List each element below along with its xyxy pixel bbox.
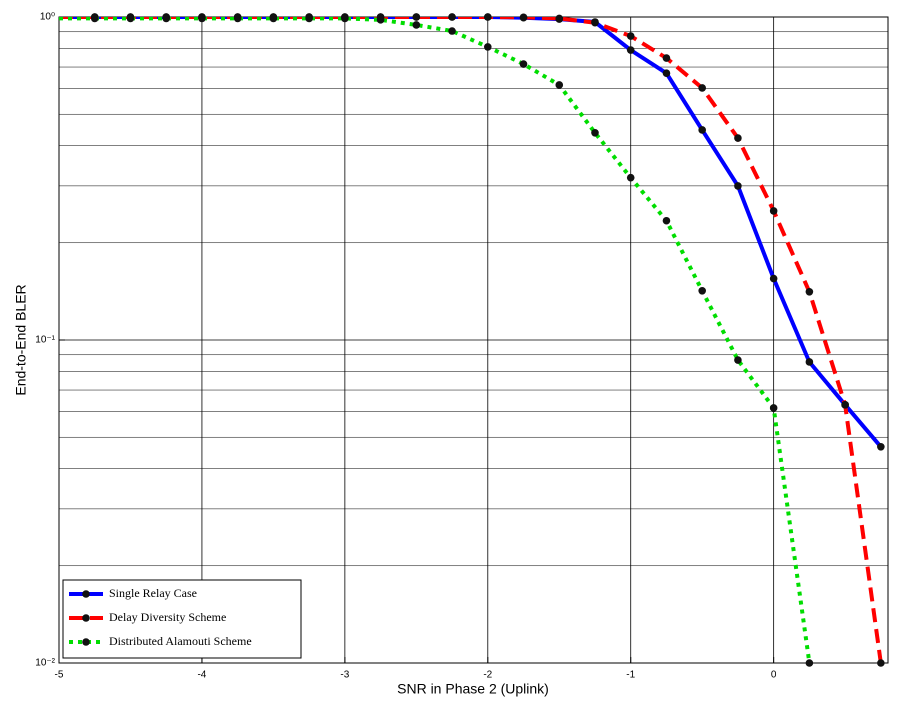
- marker: [90, 14, 99, 23]
- marker: [412, 13, 421, 21]
- x-axis-label: SNR in Phase 2 (Uplink): [397, 681, 549, 697]
- y-axis-label: End-to-End BLER: [13, 284, 29, 395]
- y-tick-label: 10⁻²: [35, 658, 55, 669]
- marker: [805, 358, 814, 366]
- marker: [769, 207, 778, 215]
- marker: [626, 32, 635, 40]
- marker: [841, 401, 849, 409]
- marker: [591, 129, 599, 137]
- marker: [305, 14, 313, 23]
- marker: [555, 14, 564, 23]
- marker: [662, 216, 671, 225]
- marker: [448, 13, 456, 21]
- marker: [626, 173, 635, 182]
- marker: [591, 18, 599, 27]
- series-line: [59, 17, 812, 663]
- legend-label: Distributed Alamouti Scheme: [109, 634, 252, 648]
- y-tick-label: 10⁰: [40, 12, 55, 23]
- marker: [555, 81, 564, 89]
- marker: [805, 659, 814, 667]
- y-tick-label: 10⁻¹: [35, 335, 55, 346]
- marker: [519, 13, 528, 22]
- x-tick-label: -5: [55, 670, 64, 681]
- marker: [769, 274, 778, 283]
- marker: [769, 404, 778, 412]
- marker: [376, 16, 385, 24]
- marker: [341, 14, 349, 23]
- marker: [734, 356, 742, 364]
- x-tick-label: -4: [197, 670, 206, 681]
- marker: [877, 659, 885, 667]
- marker: [626, 46, 635, 54]
- marker: [734, 182, 742, 190]
- x-tick-label: 0: [771, 670, 777, 681]
- marker: [162, 14, 170, 23]
- x-tick-label: -3: [340, 670, 349, 681]
- marker: [269, 14, 278, 23]
- marker: [126, 14, 135, 23]
- marker: [233, 14, 242, 23]
- legend-marker: [82, 614, 90, 622]
- marker: [483, 43, 492, 51]
- marker: [698, 126, 706, 134]
- marker: [483, 13, 492, 21]
- marker: [662, 54, 671, 62]
- x-tick-label: -2: [483, 670, 492, 681]
- marker: [412, 21, 421, 29]
- series-line: [59, 17, 883, 663]
- legend-label: Single Relay Case: [109, 586, 197, 600]
- marker: [198, 14, 206, 23]
- x-tick-label: -1: [626, 670, 635, 681]
- legend-marker: [82, 590, 90, 598]
- marker: [698, 84, 706, 92]
- marker: [877, 443, 885, 451]
- marker: [519, 60, 528, 68]
- legend-marker: [82, 638, 90, 646]
- marker: [734, 134, 742, 142]
- marker: [698, 287, 706, 295]
- marker: [448, 27, 456, 35]
- legend-label: Delay Diversity Scheme: [109, 610, 226, 624]
- marker: [805, 288, 814, 296]
- marker: [662, 69, 671, 77]
- series-line: [59, 17, 883, 449]
